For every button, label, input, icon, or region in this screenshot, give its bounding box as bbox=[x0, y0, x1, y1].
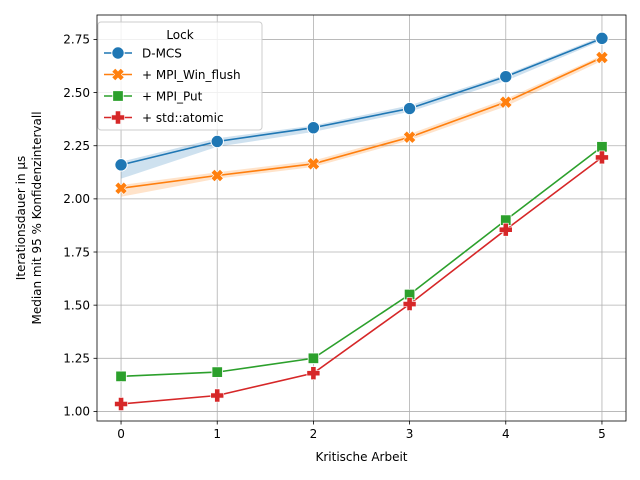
x-tick-label: 3 bbox=[406, 427, 414, 441]
series-line bbox=[120, 156, 603, 405]
series-line bbox=[120, 37, 603, 166]
y-tick-label: 2.00 bbox=[63, 192, 90, 206]
marker-plus bbox=[210, 388, 225, 403]
y-tick-label: 1.00 bbox=[63, 405, 90, 419]
marker-square bbox=[596, 141, 608, 153]
marker-circle bbox=[595, 31, 609, 46]
y-tick-label: 1.50 bbox=[63, 298, 90, 312]
y-axis-label-line-1: Iterationsdauer in µs bbox=[14, 156, 28, 281]
y-tick-label: 1.25 bbox=[63, 352, 90, 366]
x-axis-label: Kritische Arbeit bbox=[315, 450, 407, 464]
legend-label: + MPI_Put bbox=[142, 89, 203, 103]
marker-circle bbox=[499, 69, 513, 84]
legend-box bbox=[97, 21, 263, 131]
series-lines bbox=[120, 37, 603, 405]
marker-plus bbox=[114, 397, 128, 411]
marker-x bbox=[306, 157, 321, 171]
marker-x bbox=[402, 130, 417, 144]
plot-frame bbox=[96, 14, 627, 422]
y-axis-ticks: 1.00 1.25 1.50 1.75 2.00 2.25 2.50 2.75 bbox=[63, 33, 97, 419]
y-tick-label: 1.75 bbox=[63, 245, 90, 259]
marker-x bbox=[499, 95, 513, 109]
marker-circle bbox=[402, 101, 417, 116]
marker-circle bbox=[114, 158, 128, 172]
y-axis-label-line-2: Median mit 95 % Konfidenzintervall bbox=[30, 111, 44, 324]
marker-plus bbox=[306, 366, 321, 380]
legend-label: + std::atomic bbox=[142, 111, 224, 125]
confidence-band bbox=[121, 36, 602, 179]
legend-title: Lock bbox=[166, 28, 193, 42]
y-tick-label: 2.50 bbox=[63, 86, 90, 100]
x-axis-ticks: 0 1 2 3 4 5 bbox=[117, 421, 606, 441]
marker-circle bbox=[210, 134, 224, 149]
marker-square bbox=[115, 370, 127, 383]
y-tick-label: 2.75 bbox=[63, 33, 90, 47]
marker-plus bbox=[111, 110, 125, 125]
series-line bbox=[120, 56, 603, 190]
marker-x bbox=[210, 168, 224, 183]
x-tick-label: 2 bbox=[310, 427, 318, 441]
legend-label: + MPI_Win_flush bbox=[142, 68, 241, 82]
marker-x bbox=[114, 181, 128, 195]
marker-plus bbox=[595, 150, 609, 165]
series-markers bbox=[114, 31, 609, 411]
marker-circle bbox=[306, 120, 321, 135]
marker-square bbox=[211, 366, 223, 378]
x-tick-label: 1 bbox=[213, 427, 221, 441]
marker-x bbox=[595, 50, 609, 65]
y-tick-label: 2.25 bbox=[63, 139, 90, 153]
legend-label: D-MCS bbox=[142, 46, 182, 60]
x-tick-label: 5 bbox=[598, 427, 606, 441]
marker-plus bbox=[402, 297, 417, 311]
marker-square bbox=[307, 352, 320, 364]
marker-x bbox=[111, 67, 125, 82]
x-tick-label: 4 bbox=[502, 427, 510, 441]
series-line bbox=[121, 146, 603, 378]
marker-square bbox=[112, 90, 124, 102]
x-tick-label: 0 bbox=[117, 427, 125, 441]
marker-plus bbox=[498, 222, 513, 237]
marker-circle bbox=[111, 46, 125, 60]
